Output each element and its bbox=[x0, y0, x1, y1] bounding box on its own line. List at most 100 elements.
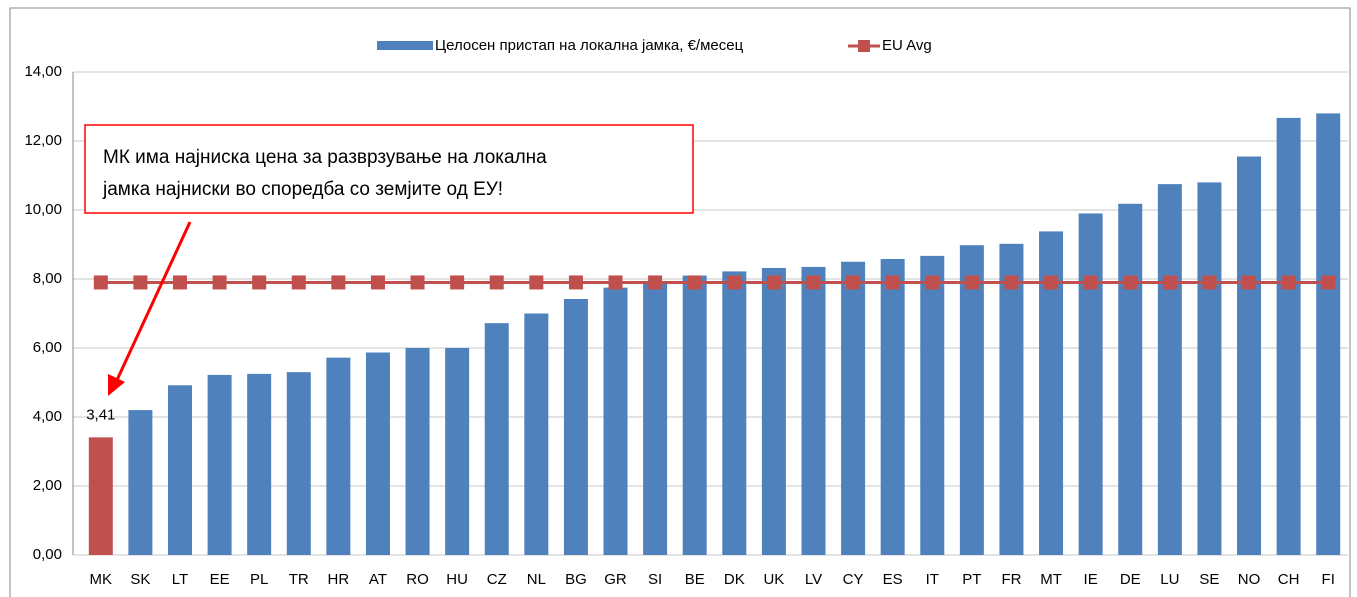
avg-marker bbox=[846, 275, 861, 290]
bar bbox=[603, 287, 628, 555]
avg-marker bbox=[687, 275, 702, 290]
x-tick-label: BE bbox=[685, 571, 705, 588]
annotation-arrow bbox=[115, 221, 192, 381]
y-tick-label: 6,00 bbox=[33, 339, 62, 356]
avg-marker bbox=[489, 275, 504, 290]
x-tick-label: FR bbox=[1001, 571, 1021, 588]
x-tick-label: PT bbox=[962, 571, 981, 588]
x-tick-label: AT bbox=[369, 571, 387, 588]
x-tick-label: IT bbox=[926, 571, 939, 588]
x-tick-label: DE bbox=[1120, 571, 1141, 588]
x-tick-label: DK bbox=[724, 571, 745, 588]
bar bbox=[128, 410, 153, 555]
annotation-text: МК има најниска цена за разврзување на л… bbox=[103, 147, 547, 168]
bar bbox=[761, 267, 786, 555]
bar bbox=[286, 372, 311, 555]
legend-swatch bbox=[858, 40, 870, 52]
avg-marker bbox=[568, 275, 583, 290]
bar bbox=[643, 282, 668, 555]
x-tick-label: NL bbox=[527, 571, 546, 588]
avg-marker bbox=[1202, 275, 1217, 290]
x-tick-label: CY bbox=[843, 571, 864, 588]
avg-marker bbox=[1321, 275, 1336, 290]
x-tick-label: HR bbox=[328, 571, 350, 588]
x-tick-label: UK bbox=[763, 571, 784, 588]
bar bbox=[1118, 203, 1143, 556]
bar bbox=[207, 374, 232, 555]
avg-marker bbox=[648, 275, 663, 290]
y-tick-label: 2,00 bbox=[33, 477, 62, 494]
x-tick-label: ES bbox=[883, 571, 903, 588]
avg-marker bbox=[964, 275, 979, 290]
x-tick-label: NO bbox=[1238, 571, 1261, 588]
legend-label: Целосен пристап на локална јамка, €/месе… bbox=[435, 37, 744, 54]
bar bbox=[365, 352, 390, 555]
y-tick-label: 14,00 bbox=[24, 63, 62, 80]
avg-marker bbox=[450, 275, 465, 290]
bar bbox=[801, 266, 826, 555]
annotation-box bbox=[84, 124, 694, 214]
data-label: 3,41 bbox=[86, 406, 115, 423]
bar bbox=[1276, 117, 1301, 555]
avg-marker bbox=[1281, 275, 1296, 290]
bar bbox=[1157, 184, 1182, 555]
x-tick-label: CZ bbox=[487, 571, 507, 588]
avg-marker bbox=[252, 275, 267, 290]
x-tick-label: SE bbox=[1199, 571, 1219, 588]
bar bbox=[1197, 182, 1222, 555]
bar bbox=[167, 385, 192, 555]
bar bbox=[959, 245, 984, 555]
avg-marker bbox=[172, 275, 187, 290]
x-tick-label: MK bbox=[90, 571, 113, 588]
legend-swatch bbox=[377, 41, 433, 50]
x-tick-label: LV bbox=[805, 571, 822, 588]
avg-marker bbox=[806, 275, 821, 290]
bar bbox=[563, 299, 588, 555]
avg-marker bbox=[1083, 275, 1098, 290]
bar bbox=[326, 357, 351, 555]
x-tick-label: HU bbox=[446, 571, 468, 588]
annotation-text: јамка најниски во споредба со земјите од… bbox=[102, 179, 503, 200]
x-tick-label: BG bbox=[565, 571, 587, 588]
bar bbox=[682, 275, 707, 555]
avg-marker bbox=[766, 275, 781, 290]
avg-marker bbox=[93, 275, 108, 290]
bar bbox=[880, 258, 905, 555]
avg-marker bbox=[133, 275, 148, 290]
legend-label: EU Avg bbox=[882, 37, 932, 54]
bar bbox=[524, 313, 549, 555]
bar bbox=[1237, 156, 1262, 555]
bar bbox=[247, 373, 272, 555]
avg-marker bbox=[1044, 275, 1059, 290]
y-tick-label: 10,00 bbox=[24, 201, 62, 218]
x-tick-label: CH bbox=[1278, 571, 1300, 588]
avg-marker bbox=[212, 275, 227, 290]
bar bbox=[405, 348, 430, 555]
avg-marker bbox=[370, 275, 385, 290]
x-tick-label: TR bbox=[289, 571, 309, 588]
y-tick-label: 8,00 bbox=[33, 270, 62, 287]
bar bbox=[88, 437, 113, 555]
bar bbox=[1316, 113, 1341, 556]
bar bbox=[722, 271, 747, 555]
avg-marker bbox=[331, 275, 346, 290]
bar bbox=[999, 243, 1024, 555]
x-tick-label: EE bbox=[210, 571, 230, 588]
y-tick-label: 0,00 bbox=[33, 546, 62, 563]
bar bbox=[445, 348, 470, 555]
avg-marker bbox=[885, 275, 900, 290]
x-tick-label: SI bbox=[648, 571, 662, 588]
avg-marker bbox=[529, 275, 544, 290]
bar bbox=[841, 261, 866, 555]
x-tick-label: SK bbox=[130, 571, 150, 588]
bar bbox=[920, 255, 945, 555]
avg-marker bbox=[291, 275, 306, 290]
x-tick-label: RO bbox=[406, 571, 429, 588]
bar bbox=[1078, 213, 1103, 555]
x-tick-label: PL bbox=[250, 571, 268, 588]
x-tick-label: MT bbox=[1040, 571, 1062, 588]
avg-marker bbox=[1162, 275, 1177, 290]
x-tick-label: GR bbox=[604, 571, 627, 588]
bar bbox=[484, 323, 509, 555]
